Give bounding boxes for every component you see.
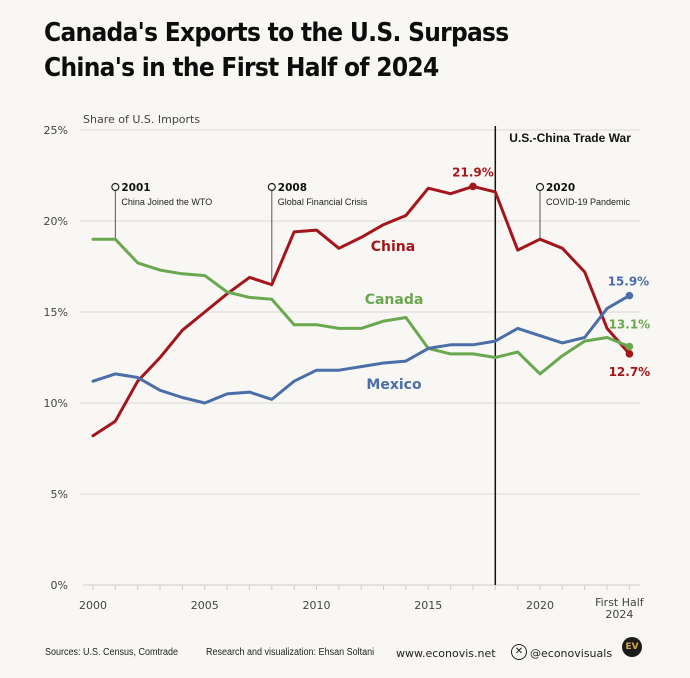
- annotation-marker: [267, 182, 276, 192]
- brand-logo-icon: EV: [622, 637, 642, 657]
- x-logo-icon: ✕: [511, 644, 527, 660]
- annotation-year: 2008: [278, 182, 307, 194]
- data-label: 12.7%: [609, 365, 651, 379]
- y-tick-label: 10%: [44, 397, 68, 410]
- x-tick-label: 2010: [303, 599, 331, 612]
- annotation-marker: [535, 182, 545, 192]
- series-line-canada: [91, 237, 631, 376]
- event-annotations: 2001 China Joined the WTO 2008 Global Finan…: [111, 182, 631, 285]
- series-label-canada: Canada: [365, 292, 424, 308]
- social-handle[interactable]: @econovisuals: [530, 647, 613, 660]
- sources-text: Sources: U.S. Census, Comtrade: [45, 647, 179, 658]
- x-tick-label: 2020: [526, 599, 554, 612]
- gridlines: [80, 129, 640, 495]
- y-tick-label: 25%: [44, 124, 68, 137]
- series-lines: [91, 182, 634, 438]
- series-label-mexico: Mexico: [366, 377, 422, 393]
- data-label: 21.9%: [452, 165, 494, 179]
- data-point-china: [625, 350, 634, 358]
- title-line-2: China's in the First Half of 2024: [44, 53, 439, 83]
- series-labels: China 21.9% 12.7% Canada 13.1% Mexico 15.9%: [365, 165, 651, 393]
- y-tick-label: 15%: [44, 306, 68, 319]
- website-link[interactable]: www.econovis.net: [396, 647, 496, 660]
- trade-war-reference: U.S.-China Trade War: [494, 126, 631, 585]
- y-tick-label: 0%: [51, 579, 68, 592]
- y-tick-label: 20%: [44, 215, 68, 228]
- annotation-text: China Joined the WTO: [121, 197, 212, 207]
- annotation-year: 2020: [546, 182, 575, 194]
- data-label: 15.9%: [608, 275, 650, 289]
- x-tick-label: 2015: [414, 599, 442, 612]
- y-tick-label: 5%: [51, 488, 68, 501]
- data-point-china: [469, 182, 477, 191]
- annotation-text: COVID-19 Pandemic: [546, 197, 631, 207]
- data-point-canada: [625, 342, 634, 351]
- x-tick-label: First Half 2024: [595, 596, 645, 621]
- x-tick-label: 2000: [79, 599, 107, 612]
- y-axis: 0% 5% 10% 15% 20% 25%: [44, 124, 68, 592]
- series-line-china: [91, 184, 631, 438]
- data-label: 13.1%: [609, 318, 651, 332]
- y-axis-label: Share of U.S. Imports: [83, 113, 200, 126]
- trade-war-label: U.S.-China Trade War: [509, 131, 631, 145]
- annotation-marker: [111, 182, 120, 192]
- x-axis: 2000 2005 2010 2015 2020 First Half 2024: [79, 584, 645, 621]
- credit-text: Research and visualization: Ehsan Soltan…: [206, 647, 375, 658]
- chart-title: Canada's Exports to the U.S. Surpass Chi…: [44, 16, 509, 86]
- series-line-mexico: [91, 294, 631, 405]
- x-tick-label: 2005: [191, 599, 219, 612]
- data-point-mexico: [625, 291, 634, 300]
- title-line-1: Canada's Exports to the U.S. Surpass: [44, 18, 509, 48]
- series-label-china: China: [371, 239, 415, 255]
- annotation-text: Global Financial Crisis: [278, 197, 368, 207]
- annotation-year: 2001: [121, 182, 150, 194]
